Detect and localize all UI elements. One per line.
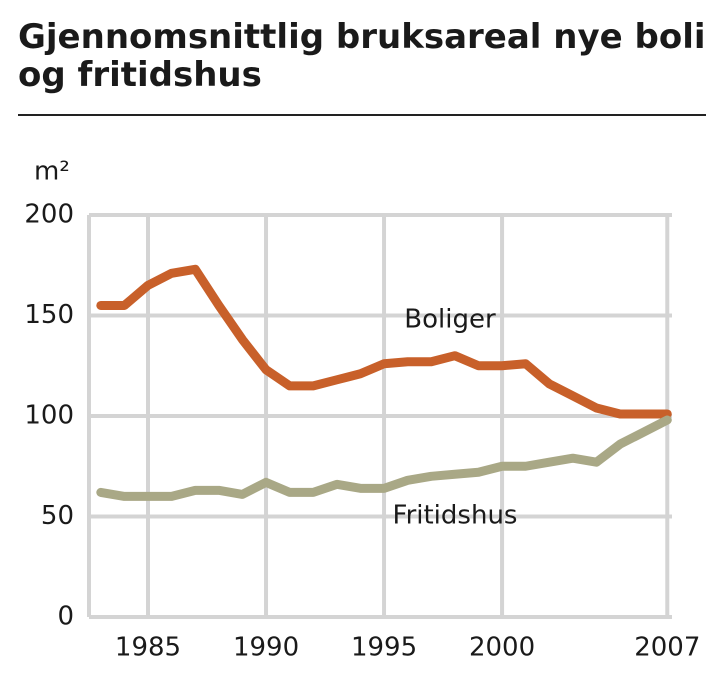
y-tick-label: 150 xyxy=(24,300,74,330)
series-label: Fritidshus xyxy=(393,501,518,531)
x-tick-label: 1985 xyxy=(115,633,181,663)
series-line xyxy=(96,264,672,419)
x-tick-label: 1990 xyxy=(233,633,299,663)
y-tick-label: 50 xyxy=(41,501,74,531)
chart-title: Gjennomsnittlig bruksareal nye boliger og… xyxy=(18,17,706,95)
series-line xyxy=(96,415,672,501)
series-label: Boliger xyxy=(404,305,496,335)
x-tick-label: 1995 xyxy=(351,633,417,663)
y-tick-label: 0 xyxy=(57,602,74,632)
y-tick-label: 200 xyxy=(24,200,74,230)
y-axis-label: m² xyxy=(34,157,70,187)
y-tick-label: 100 xyxy=(24,401,74,431)
x-tick-label: 2007 xyxy=(634,633,700,663)
x-tick-label: 2000 xyxy=(469,633,535,663)
